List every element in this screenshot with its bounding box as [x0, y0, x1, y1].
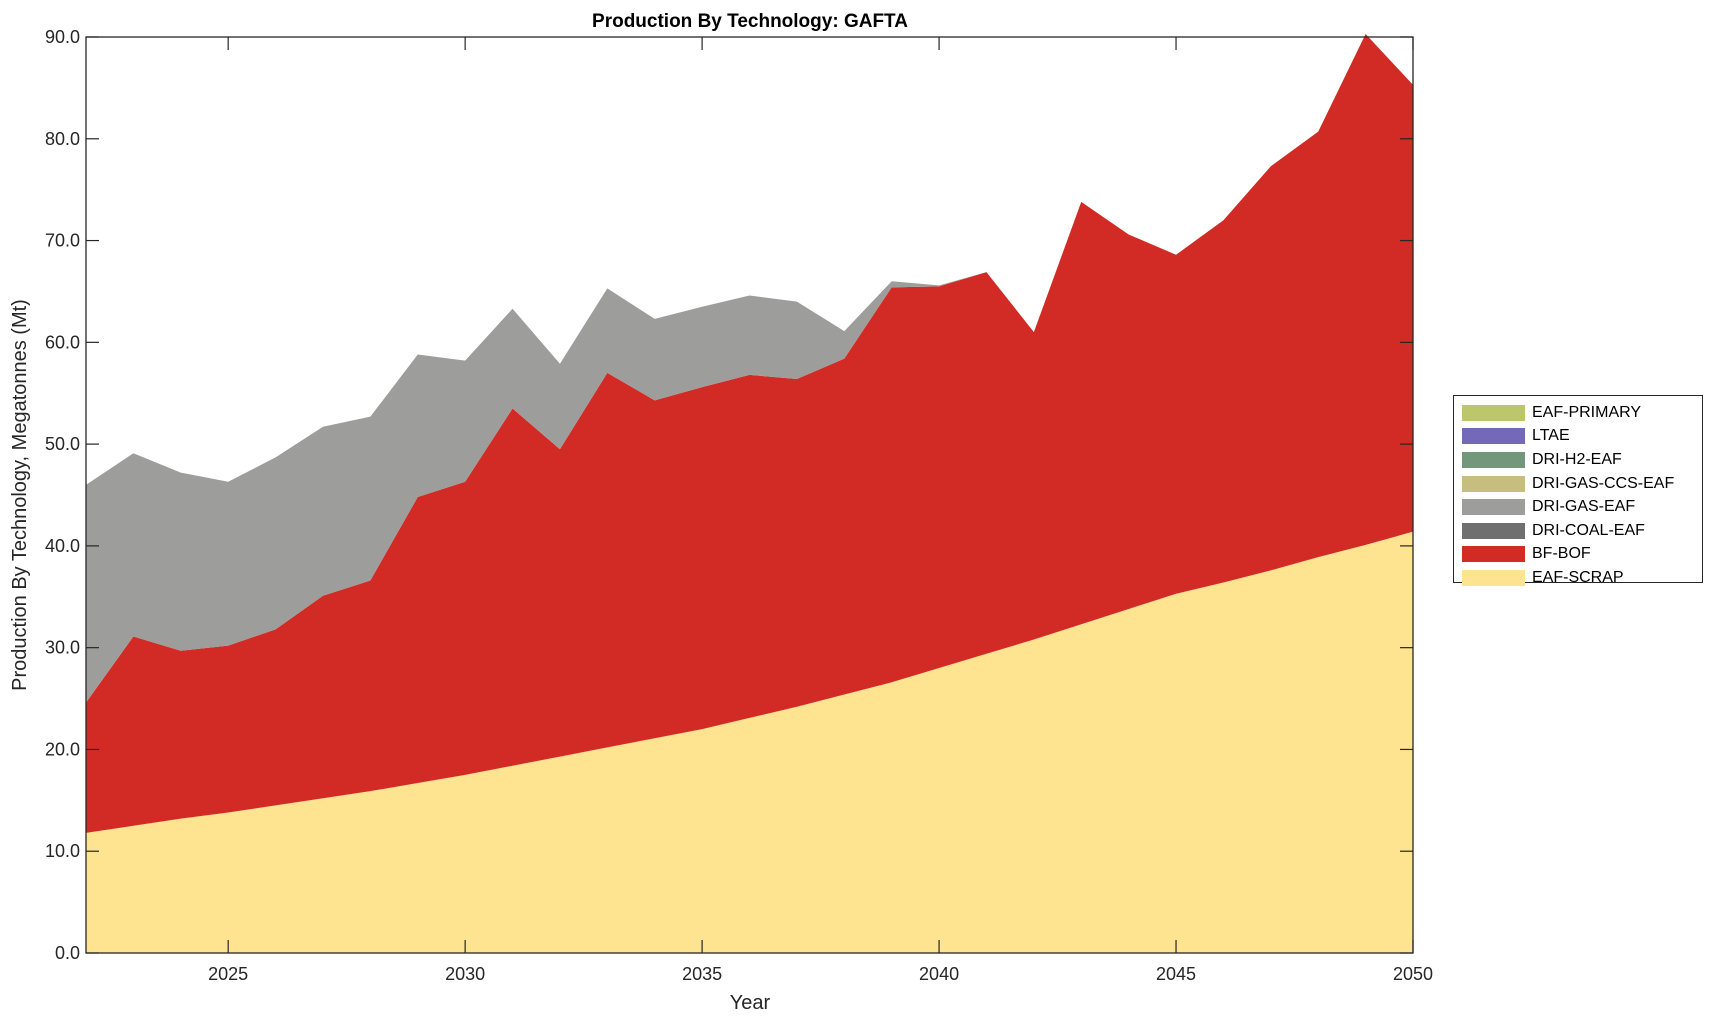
y-axis-label: Production By Technology, Megatonnes (Mt…	[9, 299, 31, 691]
legend-label: EAF-SCRAP	[1532, 568, 1624, 586]
legend-label: DRI-H2-EAF	[1532, 450, 1622, 468]
x-tick-label: 2025	[208, 964, 248, 984]
y-tick-label: 80.0	[45, 129, 80, 149]
x-tick-label: 2050	[1393, 964, 1433, 984]
y-tick-label: 50.0	[45, 434, 80, 454]
legend-swatch	[1462, 451, 1525, 468]
area-layers	[86, 33, 1413, 953]
legend-label: EAF-PRIMARY	[1532, 403, 1642, 421]
x-axis-ticks: 2025 2030 2035 2040 2045 2050	[208, 37, 1433, 984]
legend-swatch	[1462, 569, 1525, 586]
legend-label: LTAE	[1532, 427, 1570, 445]
legend-item-ltae: LTAE	[1454, 425, 1702, 449]
legend-item-dri-gas-eaf: DRI-GAS-EAF	[1454, 495, 1702, 519]
legend-item-dri-gas-ccs-eaf: DRI-GAS-CCS-EAF	[1454, 472, 1702, 496]
chart-title: Production By Technology: GAFTA	[592, 11, 908, 32]
legend-swatch	[1462, 475, 1525, 492]
legend-swatch	[1462, 428, 1525, 445]
x-tick-label: 2040	[919, 964, 959, 984]
y-tick-label: 40.0	[45, 536, 80, 556]
legend-item-eaf-scrap: EAF-SCRAP	[1454, 566, 1702, 590]
x-tick-label: 2045	[1156, 964, 1196, 984]
legend-swatch	[1462, 546, 1525, 563]
legend-item-eaf-primary: EAF-PRIMARY	[1454, 401, 1702, 425]
legend-label: DRI-GAS-CCS-EAF	[1532, 474, 1675, 492]
x-tick-label: 2035	[682, 964, 722, 984]
legend-label: DRI-GAS-EAF	[1532, 498, 1636, 516]
y-tick-label: 10.0	[45, 841, 80, 861]
legend-item-bf-bof: BF-BOF	[1454, 543, 1702, 567]
y-tick-label: 30.0	[45, 638, 80, 658]
plot-frame	[85, 36, 1414, 954]
legend-swatch	[1462, 522, 1525, 539]
x-axis-label: Year	[730, 992, 771, 1014]
y-tick-label: 20.0	[45, 739, 80, 759]
y-tick-label: 0.0	[55, 943, 80, 963]
y-tick-label: 60.0	[45, 332, 80, 352]
axes	[85, 36, 1414, 954]
x-tick-label: 2030	[445, 964, 485, 984]
y-tick-label: 90.0	[45, 27, 80, 47]
legend-item-dri-coal-eaf: DRI-COAL-EAF	[1454, 519, 1702, 543]
y-axis-ticks: 0.0 10.0 20.0 30.0 40.0 50.0 60.0 70.0 80.0 90.0	[45, 27, 1413, 963]
legend-label: BF-BOF	[1532, 545, 1591, 563]
legend-label: DRI-COAL-EAF	[1532, 521, 1645, 539]
area-bf-bof	[86, 33, 1413, 833]
legend-item-dri-h2-eaf: DRI-H2-EAF	[1454, 448, 1702, 472]
y-tick-label: 70.0	[45, 231, 80, 251]
legend-swatch	[1462, 404, 1525, 421]
area-eaf-scrap	[86, 531, 1413, 953]
area-dri-gas-eaf	[86, 33, 1413, 703]
legend-swatch	[1462, 499, 1525, 516]
legend: EAF-PRIMARY LTAE DRI-H2-EAF DRI-GAS-CCS-EAF…	[1453, 395, 1703, 586]
